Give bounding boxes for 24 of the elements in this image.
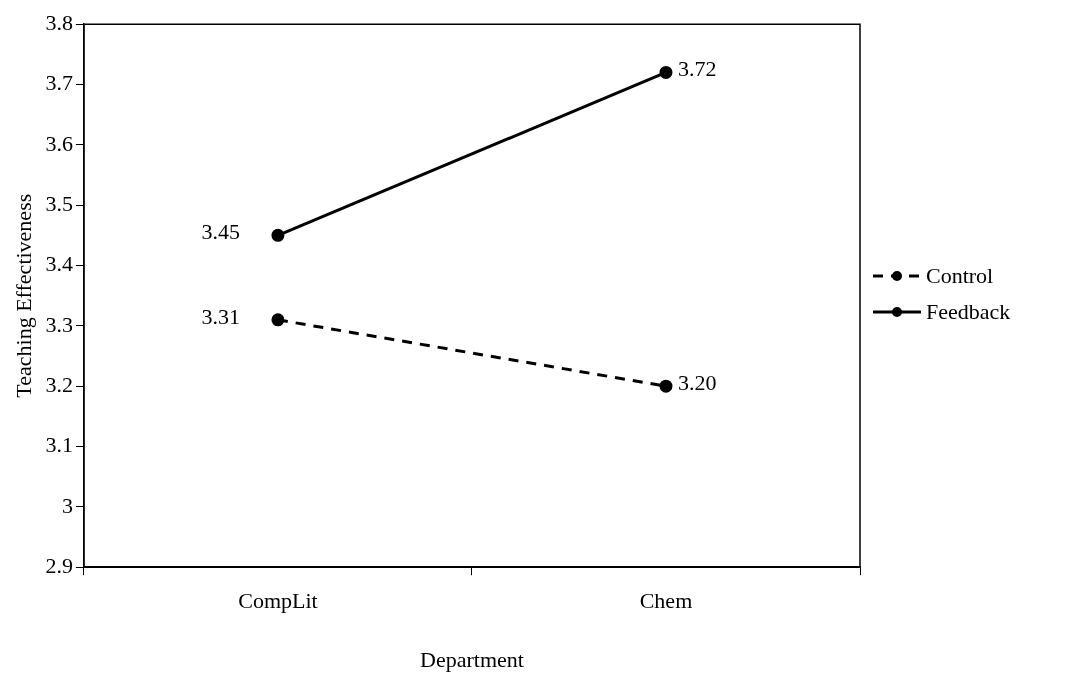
legend-label: Feedback bbox=[926, 299, 1011, 325]
y-tick-label: 3.4 bbox=[45, 251, 73, 277]
point bbox=[659, 379, 673, 393]
x-tick-label: CompLit bbox=[238, 588, 318, 614]
data-label: 3.45 bbox=[201, 219, 240, 245]
x-axis-title: Department bbox=[420, 646, 524, 672]
y-tick-label: 3.7 bbox=[45, 70, 73, 96]
data-label: 3.31 bbox=[201, 303, 240, 329]
y-tick-label: 3.1 bbox=[45, 432, 73, 458]
legend-label: Control bbox=[926, 263, 994, 289]
y-axis-title: Teaching Effectiveness bbox=[10, 193, 36, 398]
data-label: 3.20 bbox=[677, 369, 717, 395]
y-tick-label: 3 bbox=[61, 492, 73, 518]
data-label: 3.72 bbox=[677, 56, 717, 82]
point bbox=[271, 228, 285, 242]
y-tick-label: 3.8 bbox=[45, 9, 73, 35]
x-tick-label: Chem bbox=[639, 588, 693, 614]
point bbox=[271, 313, 285, 327]
y-tick-label: 3.5 bbox=[45, 190, 73, 216]
y-tick-label: 3.2 bbox=[45, 371, 73, 397]
y-tick-label: 3.3 bbox=[45, 311, 73, 337]
y-tick-label: 2.9 bbox=[45, 552, 73, 578]
point bbox=[659, 65, 673, 79]
y-tick-label: 3.6 bbox=[45, 130, 73, 156]
